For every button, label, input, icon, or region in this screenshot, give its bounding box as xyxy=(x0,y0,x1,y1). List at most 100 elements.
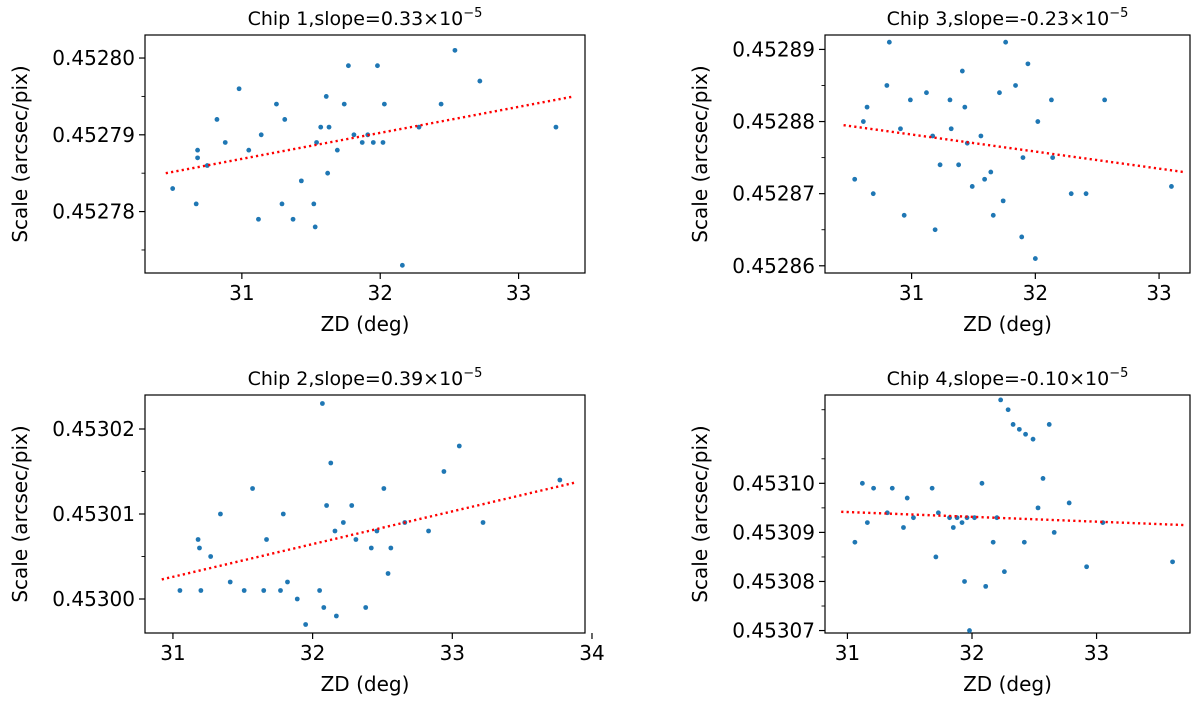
data-point xyxy=(285,579,290,585)
data-point xyxy=(1170,559,1175,565)
data-point xyxy=(323,94,329,99)
y-tick-label: 0.45310 xyxy=(732,471,815,495)
data-point xyxy=(1050,155,1056,161)
x-tick-label: 31 xyxy=(160,641,185,665)
data-point xyxy=(937,162,943,168)
data-point xyxy=(328,460,334,466)
y-axis-label: Scale (arcsec/pix) xyxy=(8,65,32,242)
data-point xyxy=(477,78,483,84)
data-point xyxy=(901,525,906,530)
chart-title-exponent: −5 xyxy=(1109,366,1128,381)
data-point xyxy=(279,201,285,207)
chart-title: Chip 2,slope=0.39×10−5 xyxy=(248,366,483,390)
x-tick-label: 32 xyxy=(300,641,325,665)
data-point xyxy=(480,520,486,525)
data-point xyxy=(911,515,916,521)
data-point xyxy=(969,184,975,189)
data-point xyxy=(1102,97,1108,103)
data-point xyxy=(317,588,323,593)
y-tick-label: 0.45289 xyxy=(732,37,815,61)
data-point xyxy=(321,605,327,610)
data-point xyxy=(1001,569,1007,575)
data-point xyxy=(274,101,279,107)
data-point xyxy=(962,104,968,110)
data-point xyxy=(901,212,907,218)
data-point xyxy=(426,528,431,534)
data-point xyxy=(227,579,233,585)
y-tick-label: 0.45280 xyxy=(52,46,135,70)
x-tick-label: 31 xyxy=(835,641,860,665)
data-point xyxy=(334,147,340,153)
fit-line xyxy=(161,481,576,581)
data-point xyxy=(982,176,988,182)
data-point xyxy=(1005,407,1011,413)
chart-title-exponent: −5 xyxy=(1109,6,1128,21)
data-point xyxy=(388,545,394,551)
data-point xyxy=(195,155,200,161)
chart-2: 31 32 33 0.45286 0.45287 0.45288 0.45289 Chip 3… xyxy=(688,6,1191,336)
data-point xyxy=(340,520,346,525)
data-point xyxy=(1016,426,1022,432)
data-point xyxy=(385,571,391,576)
data-point xyxy=(353,537,359,542)
data-point xyxy=(907,97,913,103)
data-point xyxy=(195,147,200,153)
chart-title-text: Chip 2,slope=0.39×10 xyxy=(248,368,464,390)
data-point xyxy=(341,101,347,107)
data-point xyxy=(1020,155,1026,161)
chart-title: Chip 3,slope=-0.23×10−5 xyxy=(887,6,1129,30)
data-point xyxy=(441,469,447,474)
data-point xyxy=(193,201,199,207)
data-point xyxy=(1083,191,1089,197)
y-tick-label: 0.45278 xyxy=(52,200,135,224)
data-point xyxy=(298,178,304,184)
data-point xyxy=(314,140,319,145)
data-point xyxy=(553,124,559,130)
data-point xyxy=(898,126,903,132)
data-point xyxy=(368,545,374,551)
y-axis-label: Scale (arcsec/pix) xyxy=(688,65,712,242)
data-point xyxy=(303,622,309,627)
data-point xyxy=(280,511,286,517)
data-point xyxy=(864,520,870,525)
y-tick-label: 0.45279 xyxy=(52,123,135,147)
chart-title-exponent: −5 xyxy=(463,366,482,381)
data-point xyxy=(1023,431,1028,437)
data-point xyxy=(1021,539,1027,545)
data-point xyxy=(886,39,892,45)
data-point xyxy=(557,477,563,483)
data-point xyxy=(311,201,317,207)
data-point xyxy=(363,605,369,610)
data-point xyxy=(195,537,201,542)
data-point xyxy=(359,140,365,145)
data-point xyxy=(1035,505,1041,511)
data-point xyxy=(1032,256,1038,261)
data-point xyxy=(452,47,458,53)
data-point xyxy=(1068,191,1074,197)
data-point xyxy=(416,124,422,130)
fit-line xyxy=(841,510,1184,527)
data-point xyxy=(258,132,264,138)
x-tick-label: 31 xyxy=(229,281,254,305)
data-point xyxy=(326,124,332,130)
fit-line xyxy=(165,95,575,175)
chart-title-text: Chip 3,slope=-0.23×10 xyxy=(887,8,1110,30)
data-point xyxy=(325,170,331,176)
data-point xyxy=(956,162,962,168)
x-axis-label: ZD (deg) xyxy=(321,312,410,336)
data-point xyxy=(978,133,984,139)
data-point xyxy=(370,140,376,145)
data-point xyxy=(438,101,444,107)
y-tick-label: 0.45307 xyxy=(732,619,815,643)
data-point xyxy=(852,176,858,182)
data-point xyxy=(1051,530,1057,535)
plot-frame xyxy=(144,394,586,634)
y-tick-label: 0.45308 xyxy=(732,569,815,593)
data-point xyxy=(1025,61,1031,67)
data-point xyxy=(983,583,989,589)
data-point xyxy=(871,485,876,491)
data-point xyxy=(264,537,269,542)
data-point xyxy=(261,588,267,593)
data-point xyxy=(177,588,183,593)
